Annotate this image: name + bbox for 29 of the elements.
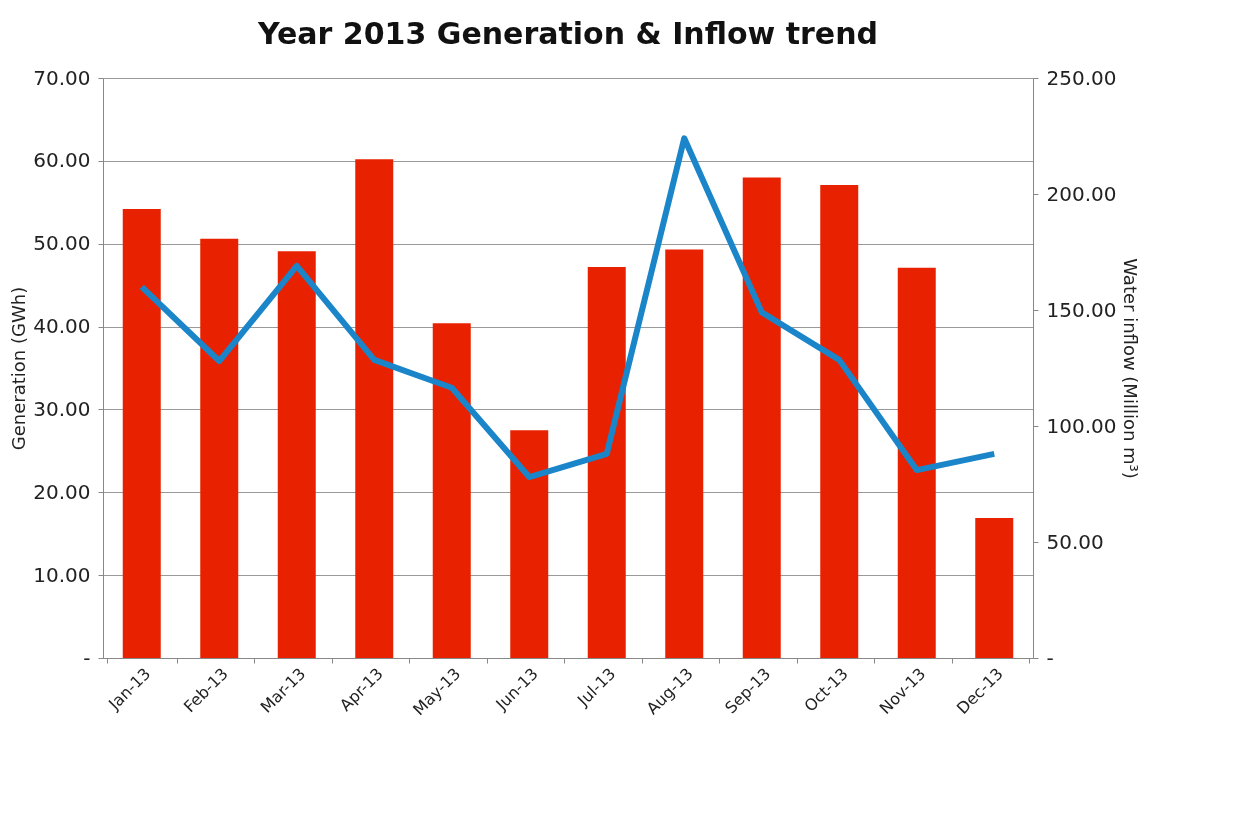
y-tick-label: 60.00 xyxy=(33,148,91,173)
y2-tick-label: 100.00 xyxy=(1046,413,1117,438)
y2-tick-label: 150.00 xyxy=(1046,297,1117,322)
bar xyxy=(975,517,1014,658)
y-tick-label: 30.00 xyxy=(33,396,91,421)
bar xyxy=(587,266,626,658)
y-tick-label: 20.00 xyxy=(33,479,91,504)
bar xyxy=(897,267,936,658)
bar xyxy=(432,323,471,658)
bar xyxy=(200,238,239,658)
bar xyxy=(122,208,161,658)
y2-axis-title: Water inflow (Million m³) xyxy=(1120,258,1142,479)
y-tick-label: 10.00 xyxy=(33,562,91,587)
y2-tick-label: 50.00 xyxy=(1046,529,1104,554)
bar xyxy=(742,177,781,658)
y-tick-label: 50.00 xyxy=(33,231,91,256)
bar xyxy=(510,430,549,658)
bar xyxy=(820,184,859,658)
y2-tick-label: 200.00 xyxy=(1046,181,1117,206)
chart-title: Year 2013 Generation & Inflow trend xyxy=(257,16,878,51)
y2-tick-label: 250.00 xyxy=(1046,65,1117,90)
y-tick-label: 40.00 xyxy=(33,314,91,339)
y-axis-title: Generation (GWh) xyxy=(8,286,30,451)
bar xyxy=(355,159,394,658)
bar xyxy=(277,251,316,658)
bar xyxy=(665,249,704,658)
y-tick-label: - xyxy=(83,645,91,670)
y2-tick-label: - xyxy=(1046,645,1054,670)
y-tick-label: 70.00 xyxy=(33,65,91,90)
